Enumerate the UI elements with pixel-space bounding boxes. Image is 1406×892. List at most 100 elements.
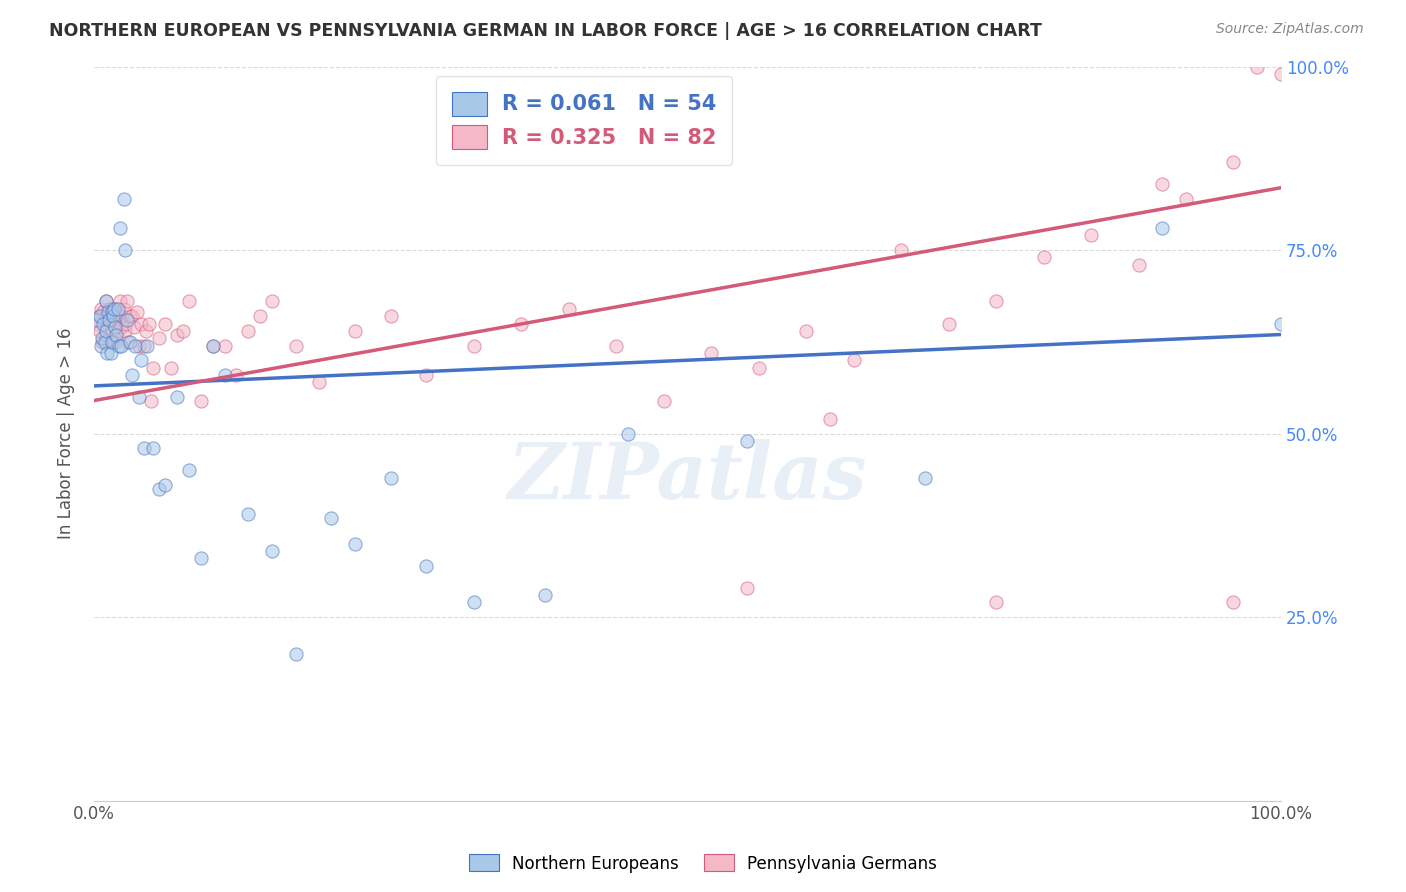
Point: [114, 243, 136, 257]
Point: [415, 558, 437, 573]
Point: [1175, 192, 1198, 206]
Point: [100, 305, 122, 319]
Point: [101, 313, 124, 327]
Point: [890, 243, 912, 257]
Point: [938, 317, 960, 331]
Point: [605, 338, 627, 352]
Point: [1152, 221, 1174, 235]
Point: [115, 294, 138, 309]
Point: [93, 334, 115, 349]
Point: [93, 327, 115, 342]
Point: [225, 368, 247, 382]
Point: [1222, 155, 1244, 169]
Point: [131, 317, 153, 331]
Point: [1246, 60, 1268, 74]
Point: [380, 309, 402, 323]
Point: [101, 309, 124, 323]
Point: [100, 301, 122, 316]
Point: [132, 338, 155, 352]
Point: [124, 338, 146, 352]
Point: [87, 309, 110, 323]
Point: [89, 324, 111, 338]
Point: [344, 324, 367, 338]
Point: [818, 412, 841, 426]
Point: [238, 324, 260, 338]
Point: [121, 309, 143, 323]
Point: [112, 301, 135, 316]
Point: [118, 309, 141, 323]
Point: [201, 338, 224, 352]
Point: [131, 353, 153, 368]
Point: [249, 309, 271, 323]
Point: [104, 320, 127, 334]
Point: [105, 301, 128, 316]
Point: [93, 305, 115, 319]
Point: [1152, 177, 1174, 191]
Point: [128, 390, 150, 404]
Point: [104, 334, 127, 349]
Point: [510, 317, 533, 331]
Point: [115, 313, 138, 327]
Point: [96, 346, 118, 360]
Point: [284, 647, 307, 661]
Point: [136, 338, 159, 352]
Point: [124, 320, 146, 334]
Point: [96, 320, 118, 334]
Point: [380, 470, 402, 484]
Point: [558, 301, 581, 316]
Point: [984, 294, 1007, 309]
Point: [105, 327, 128, 342]
Legend: Northern Europeans, Pennsylvania Germans: Northern Europeans, Pennsylvania Germans: [463, 847, 943, 880]
Point: [214, 368, 236, 382]
Point: [100, 334, 122, 349]
Point: [284, 338, 307, 352]
Point: [166, 390, 188, 404]
Point: [97, 305, 120, 319]
Point: [97, 313, 120, 327]
Point: [93, 317, 115, 331]
Point: [111, 309, 134, 323]
Point: [117, 334, 139, 349]
Point: [110, 320, 132, 334]
Point: [190, 551, 212, 566]
Point: [617, 426, 640, 441]
Point: [138, 317, 160, 331]
Point: [98, 301, 121, 316]
Text: ZIPatlas: ZIPatlas: [508, 440, 868, 516]
Point: [238, 508, 260, 522]
Point: [984, 595, 1007, 609]
Point: [103, 301, 125, 316]
Point: [534, 588, 557, 602]
Point: [139, 393, 162, 408]
Point: [110, 338, 132, 352]
Point: [128, 338, 150, 352]
Point: [100, 334, 122, 349]
Point: [914, 470, 936, 484]
Y-axis label: In Labor Force | Age > 16: In Labor Force | Age > 16: [58, 328, 75, 540]
Point: [94, 294, 117, 309]
Legend: R = 0.061   N = 54, R = 0.325   N = 82: R = 0.061 N = 54, R = 0.325 N = 82: [436, 77, 733, 165]
Point: [1270, 317, 1292, 331]
Point: [148, 482, 170, 496]
Point: [463, 595, 485, 609]
Point: [89, 309, 111, 323]
Point: [107, 324, 129, 338]
Point: [98, 313, 121, 327]
Point: [735, 434, 758, 448]
Text: Source: ZipAtlas.com: Source: ZipAtlas.com: [1216, 22, 1364, 37]
Point: [160, 360, 183, 375]
Point: [153, 478, 176, 492]
Point: [463, 338, 485, 352]
Point: [1080, 228, 1102, 243]
Point: [94, 324, 117, 338]
Point: [108, 221, 131, 235]
Point: [100, 346, 122, 360]
Point: [344, 537, 367, 551]
Point: [748, 360, 770, 375]
Point: [118, 334, 141, 349]
Point: [201, 338, 224, 352]
Point: [308, 376, 330, 390]
Point: [177, 294, 200, 309]
Point: [112, 192, 135, 206]
Point: [125, 305, 148, 319]
